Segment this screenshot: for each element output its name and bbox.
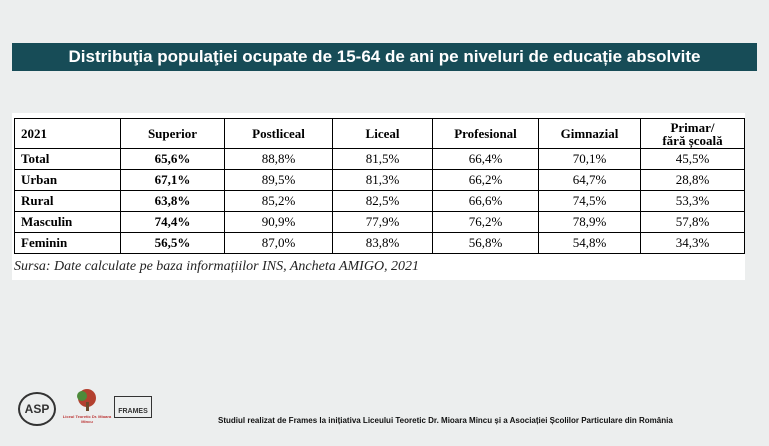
table-cell: 70,1% xyxy=(538,148,641,170)
table-cell: 77,9% xyxy=(332,211,433,233)
table-cell: 64,7% xyxy=(538,169,641,191)
table-row: Rural 63,8% 85,2% 82,5% 66,6% 74,5% 53,3% xyxy=(14,190,745,212)
table-cell: 54,8% xyxy=(538,232,641,254)
column-header: Profesional xyxy=(432,118,539,149)
row-label: Feminin xyxy=(14,232,121,254)
table-row: Total 65,6% 88,8% 81,5% 66,4% 70,1% 45,5% xyxy=(14,148,745,170)
table-row: Urban 67,1% 89,5% 81,3% 66,2% 64,7% 28,8% xyxy=(14,169,745,191)
row-label: Masculin xyxy=(14,211,121,233)
table-cell: 53,3% xyxy=(640,190,745,212)
table-cell: 78,9% xyxy=(538,211,641,233)
footer-text: Studiul realizat de Frames la inițiativa… xyxy=(218,416,673,425)
table-row: Feminin 56,5% 87,0% 83,8% 56,8% 54,8% 34,3% xyxy=(14,232,745,254)
row-label: Total xyxy=(14,148,121,170)
table-cell: 74,5% xyxy=(538,190,641,212)
table-cell: 57,8% xyxy=(640,211,745,233)
table-cell: 90,9% xyxy=(224,211,333,233)
table-cell: 81,3% xyxy=(332,169,433,191)
table-cell: 88,8% xyxy=(224,148,333,170)
row-label: Rural xyxy=(14,190,121,212)
table-cell: 85,2% xyxy=(224,190,333,212)
table-cell: 66,4% xyxy=(432,148,539,170)
column-header: Postliceal xyxy=(224,118,333,149)
header-row: 2021 Superior Postliceal Liceal Profesional G… xyxy=(14,118,745,149)
column-header: Superior xyxy=(120,118,225,149)
column-header: Liceal xyxy=(332,118,433,149)
row-label: Urban xyxy=(14,169,121,191)
table-cell: 76,2% xyxy=(432,211,539,233)
table-cell: 66,2% xyxy=(432,169,539,191)
table-cell: 45,5% xyxy=(640,148,745,170)
table-area: 2021 Superior Postliceal Liceal Profesional G… xyxy=(12,113,745,280)
table-cell: 82,5% xyxy=(332,190,433,212)
logo-tree xyxy=(77,389,96,411)
table-cell: 87,0% xyxy=(224,232,333,254)
table-cell: 81,5% xyxy=(332,148,433,170)
table-cell: 65,6% xyxy=(120,148,225,170)
table-cell: 63,8% xyxy=(120,190,225,212)
table-cell: 66,6% xyxy=(432,190,539,212)
table-cell: 28,8% xyxy=(640,169,745,191)
table-cell: 56,5% xyxy=(120,232,225,254)
logo-frames: FRAMES xyxy=(114,396,152,418)
column-header: 2021 xyxy=(14,118,121,149)
table-row: Masculin 74,4% 90,9% 77,9% 76,2% 78,9% 57,8% xyxy=(14,211,745,233)
table-cell: 89,5% xyxy=(224,169,333,191)
title-bar: Distribuţia populaţiei ocupate de 15-64 … xyxy=(12,43,757,71)
logo-school-text: Liceul Teoretic Dr. Mioara Mincu xyxy=(62,414,112,424)
table-cell: 56,8% xyxy=(432,232,539,254)
source-note: Sursa: Date calculate pe baza informații… xyxy=(14,259,420,274)
table-cell: 83,8% xyxy=(332,232,433,254)
column-header: Gimnazial xyxy=(538,118,641,149)
table-cell: 74,4% xyxy=(120,211,225,233)
table: 2021 Superior Postliceal Liceal Profesional G… xyxy=(14,118,745,254)
table-cell: 34,3% xyxy=(640,232,745,254)
table-cell: 67,1% xyxy=(120,169,225,191)
column-header: Primar/ fără școală xyxy=(640,118,745,149)
logo-asp: ASP xyxy=(18,392,56,426)
